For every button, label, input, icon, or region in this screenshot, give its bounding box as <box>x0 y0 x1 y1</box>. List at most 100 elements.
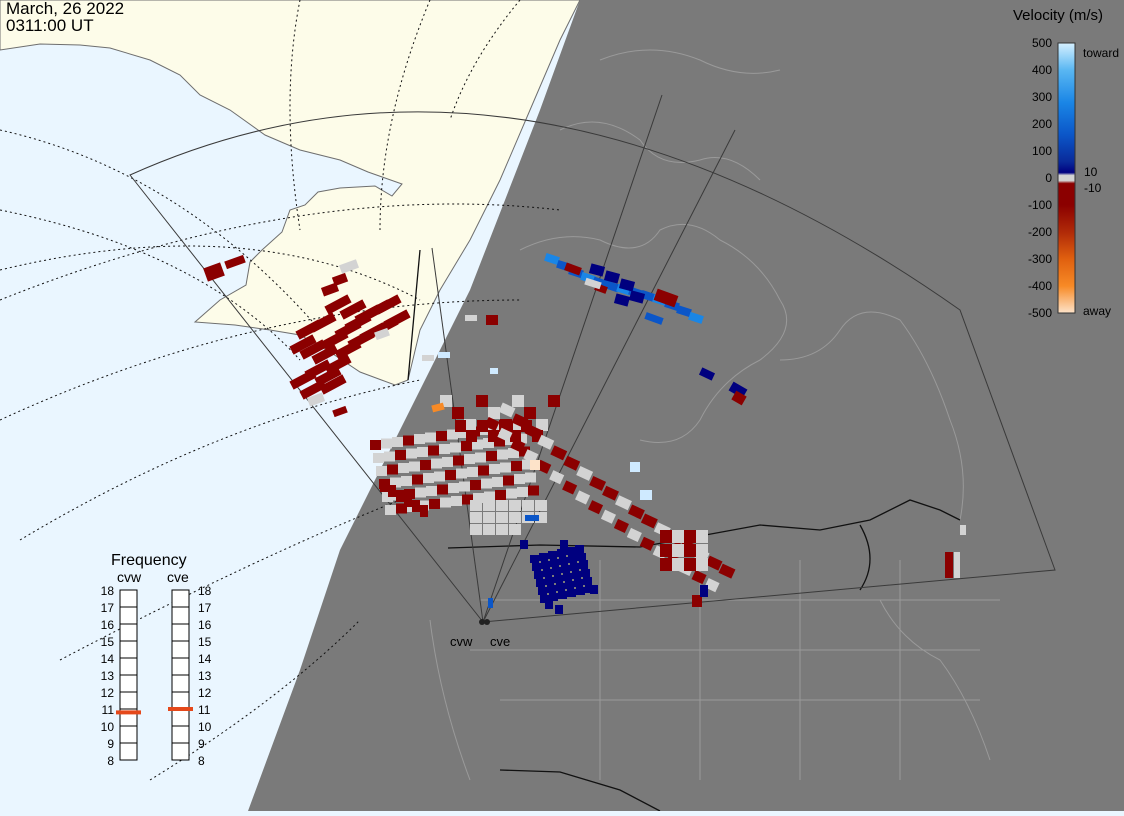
backscatter-cell <box>653 288 679 308</box>
backscatter-cell <box>439 444 450 454</box>
backscatter-cell <box>473 493 484 503</box>
backscatter-cell <box>613 518 629 534</box>
frequency-scale-label: 15 <box>198 635 212 649</box>
backscatter-cell <box>705 555 723 571</box>
backscatter-cell <box>331 272 349 287</box>
frequency-scale-label: 17 <box>198 601 212 615</box>
backscatter-cell <box>509 500 521 511</box>
frequency-scale-label: 11 <box>102 703 115 717</box>
backscatter-cell <box>509 512 521 523</box>
legend-tick-label: 500 <box>1032 36 1052 50</box>
backscatter-cell <box>630 462 640 472</box>
legend-away-label: away <box>1083 304 1111 318</box>
backscatter-cell <box>406 448 417 459</box>
backscatter-cell <box>456 468 467 479</box>
backscatter-cell <box>488 430 499 442</box>
backscatter-cell <box>470 480 481 490</box>
backscatter-cell <box>385 505 396 515</box>
frequency-scale-label: 16 <box>101 618 115 632</box>
backscatter-cell <box>618 278 636 292</box>
backscatter-cell <box>392 437 403 447</box>
backscatter-cell <box>423 473 434 483</box>
backscatter-cell <box>558 591 567 599</box>
backscatter-cell <box>523 449 539 464</box>
backscatter-cell <box>492 477 503 487</box>
frequency-scale-label: 9 <box>198 737 205 751</box>
backscatter-cell <box>510 438 526 453</box>
backscatter-cell <box>390 477 401 488</box>
backscatter-cell <box>644 312 664 325</box>
backscatter-cell <box>412 500 420 512</box>
frequency-radar-cvw: cvw <box>117 569 142 585</box>
backscatter-cell <box>550 445 568 461</box>
backscatter-cell <box>696 530 708 543</box>
backscatter-cell <box>613 293 631 307</box>
backscatter-cell <box>517 487 528 497</box>
legend-tick-label: 100 <box>1032 144 1052 158</box>
backscatter-cell <box>574 579 583 587</box>
backscatter-cell <box>431 458 442 469</box>
backscatter-cell <box>541 561 550 569</box>
backscatter-cell <box>640 513 658 529</box>
backscatter-cell <box>466 430 477 442</box>
backscatter-cell <box>488 598 493 608</box>
backscatter-cell <box>537 434 555 450</box>
backscatter-cell <box>422 355 434 361</box>
frequency-scale-label: 18 <box>198 584 212 598</box>
frequency-scale-label: 10 <box>101 720 115 734</box>
backscatter-cell <box>525 472 536 483</box>
backscatter-cell <box>530 555 539 563</box>
legend-tick-label: 0 <box>1045 171 1052 185</box>
backscatter-cell <box>704 578 720 593</box>
legend-ticks: 500400300200100100-10-100-200-300-400-50… <box>1028 36 1102 320</box>
backscatter-cell <box>600 509 617 524</box>
backscatter-cell <box>568 555 577 563</box>
backscatter-cell <box>453 455 464 466</box>
backscatter-cell <box>442 457 453 467</box>
backscatter-cell <box>536 419 548 431</box>
backscatter-cell <box>660 544 672 557</box>
frequency-scale-label: 16 <box>198 618 212 632</box>
backscatter-cell <box>570 563 579 571</box>
backscatter-cell <box>494 436 505 447</box>
backscatter-cell <box>718 563 736 579</box>
backscatter-cell <box>580 560 588 569</box>
backscatter-cell <box>374 327 390 341</box>
backscatter-cell <box>404 495 412 507</box>
backscatter-cell <box>545 600 553 609</box>
date-label: March, 26 2022 <box>6 0 125 18</box>
backscatter-cell <box>451 496 462 506</box>
backscatter-cell <box>499 420 510 432</box>
backscatter-cell <box>431 402 445 413</box>
backscatter-cell <box>472 439 483 450</box>
backscatter-cell <box>628 290 646 304</box>
backscatter-cell <box>583 577 592 585</box>
backscatter-cell <box>306 392 326 407</box>
backscatter-cell <box>401 476 412 486</box>
backscatter-cell <box>691 570 707 585</box>
backscatter-cell <box>559 557 568 565</box>
legend-tick-label: -300 <box>1028 252 1052 266</box>
frequency-scale-label: 8 <box>198 754 205 768</box>
frequency-scales: 18 17 16 15 14 13 12 11 10 9 8 18 17 16 15 14 13 12 11 10 9 8 <box>101 584 212 768</box>
legend-title: Velocity (m/s) <box>1013 7 1103 24</box>
backscatter-cell <box>627 504 645 520</box>
night-coastlines <box>429 49 1000 781</box>
backscatter-cell <box>525 515 539 521</box>
backscatter-cell <box>549 470 565 485</box>
radar-sites: cvw cve <box>450 619 510 649</box>
backscatter-cell <box>339 299 367 320</box>
backscatter-cell <box>380 480 388 492</box>
backscatter-cell <box>684 530 696 543</box>
backscatter-cell <box>388 485 396 497</box>
backscatter-cell <box>495 490 506 500</box>
frequency-radar-cve: cve <box>167 569 189 585</box>
backscatter-cell <box>500 462 511 473</box>
frequency-scale-label: 17 <box>101 601 115 615</box>
backscatter-cell <box>462 494 473 505</box>
backscatter-cell <box>660 558 672 571</box>
backscatter-cell <box>672 544 684 557</box>
backscatter-cell <box>540 595 549 603</box>
backscatter-cell <box>477 420 488 432</box>
